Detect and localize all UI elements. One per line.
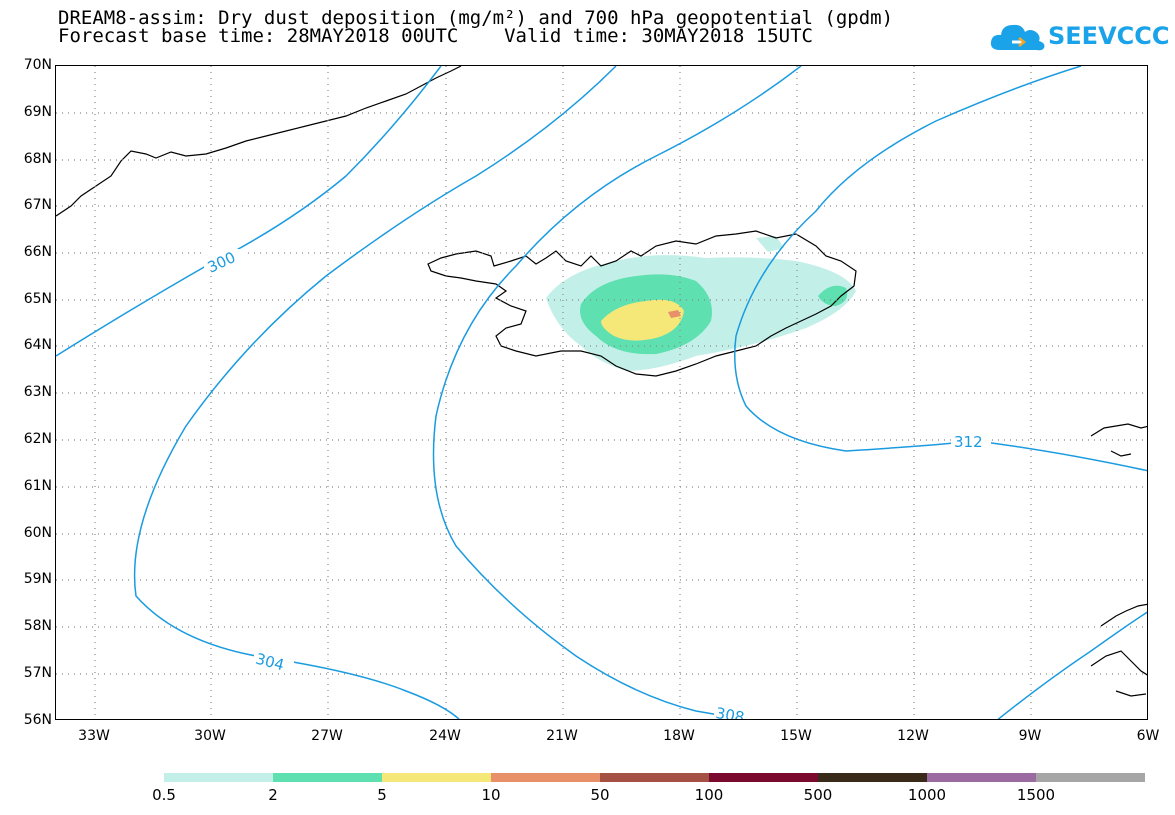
lat-label: 67N xyxy=(23,197,52,213)
dust-shading xyxy=(546,236,856,371)
lon-label: 15W xyxy=(780,728,812,744)
lon-label: 9W xyxy=(1018,728,1042,744)
lat-label: 69N xyxy=(23,104,52,120)
legend-swatch xyxy=(273,773,382,782)
contour-300 xyxy=(56,66,442,357)
gridlines xyxy=(56,66,1147,719)
contour-308 xyxy=(432,66,802,719)
legend-label: 0.5 xyxy=(152,786,176,804)
lon-label: 27W xyxy=(311,728,343,744)
lat-label: 70N xyxy=(23,57,52,73)
lat-label: 61N xyxy=(23,478,52,494)
coastline-greenland xyxy=(56,66,462,217)
lat-label: 64N xyxy=(23,337,52,353)
legend-label: 10 xyxy=(481,786,501,804)
lat-label: 57N xyxy=(23,665,52,681)
lon-label: 21W xyxy=(546,728,578,744)
map-subtitle: Forecast base time: 28MAY2018 00UTC Vali… xyxy=(58,25,813,47)
legend-label: 5 xyxy=(377,786,387,804)
coastline-iceland xyxy=(427,230,857,377)
dust-level-5 xyxy=(601,299,684,341)
legend-swatch xyxy=(164,773,273,782)
lat-label: 65N xyxy=(23,291,52,307)
lon-label: 6W xyxy=(1136,728,1160,744)
lat-label: 63N xyxy=(23,384,52,400)
dust-level-0.5-ne xyxy=(756,236,784,252)
legend-swatch xyxy=(927,773,1036,782)
contour-label-308: 308 xyxy=(714,704,745,720)
lon-label: 18W xyxy=(663,728,695,744)
seevccc-logo: SEEVCCC xyxy=(990,18,1170,58)
legend-label: 2 xyxy=(268,786,278,804)
legend-swatch xyxy=(709,773,818,782)
lat-label: 66N xyxy=(23,244,52,260)
logo-text: SEEVCCC xyxy=(1048,22,1170,50)
lat-label: 56N xyxy=(23,712,52,728)
contour-304 xyxy=(133,66,617,719)
legend-swatch xyxy=(600,773,709,782)
lat-label: 58N xyxy=(23,618,52,634)
contour-316 xyxy=(997,611,1147,719)
legend-swatch xyxy=(382,773,491,782)
cloud-icon xyxy=(990,24,1045,51)
dust-level-2-east xyxy=(818,285,848,306)
dust-level-10 xyxy=(668,310,681,318)
lat-label: 62N xyxy=(23,431,52,447)
lat-label: 60N xyxy=(23,525,52,541)
legend-label: 1000 xyxy=(907,786,947,804)
lon-label: 12W xyxy=(897,728,929,744)
legend-label: 50 xyxy=(590,786,610,804)
legend-swatch xyxy=(1036,773,1145,782)
legend-swatch xyxy=(491,773,600,782)
legend-label: 1500 xyxy=(1016,786,1056,804)
coastline-faroe-shetland xyxy=(1090,423,1147,697)
lon-label: 30W xyxy=(194,728,226,744)
lon-label: 33W xyxy=(78,728,110,744)
lon-label: 24W xyxy=(429,728,461,744)
legend-label: 100 xyxy=(694,786,724,804)
legend-swatch xyxy=(818,773,927,782)
map-panel: 300 304 308 312 xyxy=(55,65,1148,720)
contour-label-312: 312 xyxy=(954,433,983,451)
map-title: DREAM8-assim: Dry dust deposition (mg/m²… xyxy=(58,7,894,29)
lat-label: 68N xyxy=(23,151,52,167)
legend-label: 500 xyxy=(803,786,833,804)
lat-label: 59N xyxy=(23,571,52,587)
legend-colorbar xyxy=(164,773,1145,782)
